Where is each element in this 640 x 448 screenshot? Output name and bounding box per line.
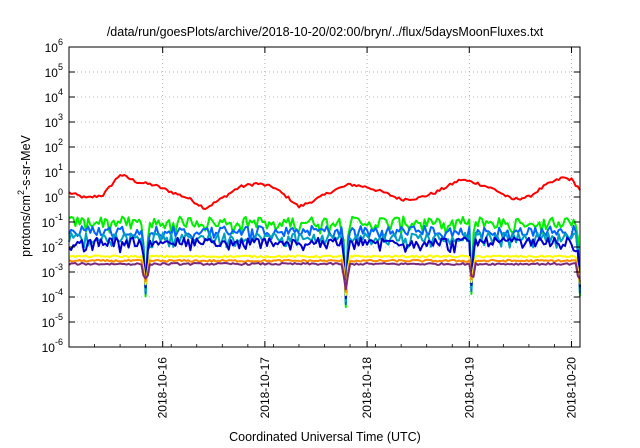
x-tick-label: 2018-10-20 — [564, 357, 578, 419]
y-tick-label: 105 — [45, 62, 63, 80]
x-tick-label: 2018-10-17 — [258, 357, 272, 419]
series-line — [68, 236, 581, 300]
y-tick-label: 10-2 — [42, 237, 63, 255]
y-tick-label: 10-3 — [42, 262, 63, 280]
x-tick-labels: 2018-10-16 2018-10-17 2018-10-18 2018-10-19… — [156, 357, 579, 419]
series-line — [68, 174, 581, 210]
x-tick-label: 2018-10-16 — [156, 357, 170, 419]
chart-title: /data/run/goesPlots/archive/2018-10-20/0… — [107, 25, 544, 39]
y-tick-label: 10-1 — [42, 212, 63, 230]
y-tick-label: 100 — [45, 187, 63, 205]
y-tick-label: 103 — [45, 112, 63, 130]
axes — [68, 46, 581, 348]
y-tick-label: 10-5 — [42, 312, 63, 330]
series-line — [68, 254, 581, 297]
y-tick-label: 10-4 — [42, 287, 63, 305]
series-line — [68, 258, 581, 294]
x-tick-label: 2018-10-18 — [360, 357, 374, 419]
y-tick-labels: 10-6 10-5 10-4 10-3 10-2 10-1 100 101 102 103 104 1… — [42, 37, 63, 355]
series-line — [68, 261, 581, 291]
y-tick-label: 104 — [45, 87, 63, 105]
x-tick-label: 2018-10-19 — [462, 357, 476, 419]
y-tick-label: 10-6 — [42, 337, 63, 355]
y-tick-label: 102 — [45, 137, 63, 155]
grid — [69, 47, 580, 347]
plot-frame — [68, 46, 581, 348]
y-tick-label: 106 — [45, 37, 63, 55]
y-axis-label: protons/cm2-s-sr-MeV — [16, 134, 33, 256]
x-axis-label: Coordinated Universal Time (UTC) — [229, 430, 421, 444]
series-line — [68, 215, 581, 309]
y-tick-label: 101 — [45, 162, 63, 180]
series-group — [68, 174, 581, 309]
